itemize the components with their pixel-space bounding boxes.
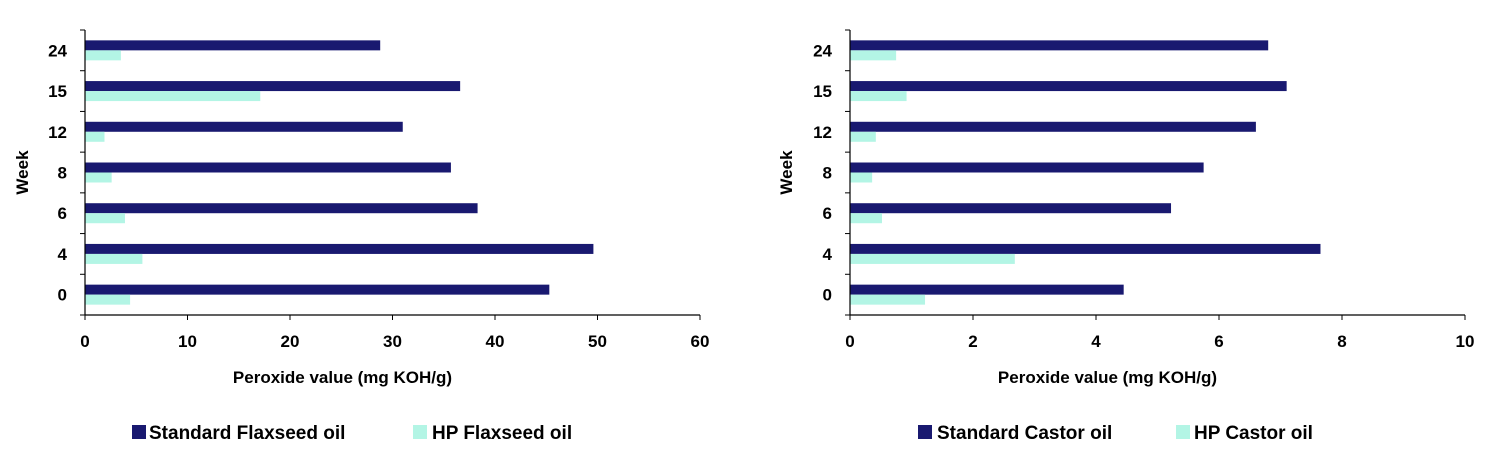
bar-hp-castor-oil-week-4: [850, 253, 1015, 264]
x-tick-label: 20: [281, 332, 300, 351]
x-tick-label: 50: [588, 332, 607, 351]
legend-swatch: [132, 425, 146, 439]
x-tick-label: 6: [1214, 332, 1223, 351]
bar-hp-flaxseed-oil-week-24: [85, 50, 121, 61]
x-tick-label: 10: [178, 332, 197, 351]
y-tick-label: 0: [823, 286, 832, 305]
x-tick-label: 60: [691, 332, 710, 351]
x-tick-label: 10: [1456, 332, 1475, 351]
x-tick-label: 4: [1091, 332, 1101, 351]
x-axis-label: Peroxide value (mg KOH/g): [233, 368, 452, 387]
bar-hp-flaxseed-oil-week-15: [85, 91, 261, 102]
y-tick-label: 12: [48, 123, 67, 142]
bar-standard-castor-oil-week-15: [850, 81, 1287, 92]
y-tick-label: 8: [823, 164, 832, 183]
bar-standard-castor-oil-week-6: [850, 203, 1172, 214]
bar-hp-castor-oil-week-24: [850, 50, 897, 61]
bar-hp-flaxseed-oil-week-0: [85, 294, 131, 305]
legend-swatch: [918, 425, 932, 439]
bar-standard-flaxseed-oil-week-15: [85, 81, 461, 92]
y-tick-label: 6: [823, 204, 832, 223]
legend-swatch: [1176, 425, 1190, 439]
legend-label: Standard Flaxseed oil: [149, 423, 345, 444]
y-tick-label: 24: [813, 41, 832, 60]
bar-hp-flaxseed-oil-week-6: [85, 213, 125, 224]
bar-standard-castor-oil-week-8: [850, 162, 1204, 173]
y-tick-label: 0: [58, 286, 67, 305]
bar-standard-flaxseed-oil-week-24: [85, 40, 381, 51]
legend-label: Standard Castor oil: [937, 423, 1112, 444]
bar-standard-castor-oil-week-0: [850, 284, 1124, 295]
x-tick-label: 8: [1337, 332, 1346, 351]
bar-hp-castor-oil-week-6: [850, 213, 882, 224]
x-tick-label: 0: [80, 332, 89, 351]
bar-standard-castor-oil-week-12: [850, 121, 1256, 132]
legend-swatch: [413, 425, 427, 439]
legend-label: HP Castor oil: [1194, 423, 1313, 444]
y-tick-label: 8: [58, 164, 67, 183]
y-tick-label: 12: [813, 123, 832, 142]
x-tick-label: 30: [383, 332, 402, 351]
x-axis-label: Peroxide value (mg KOH/g): [998, 368, 1217, 387]
y-tick-label: 4: [823, 245, 833, 264]
bar-standard-flaxseed-oil-week-0: [85, 284, 550, 295]
y-tick-label: 6: [58, 204, 67, 223]
x-tick-label: 0: [845, 332, 854, 351]
bar-hp-castor-oil-week-0: [850, 294, 926, 305]
y-tick-label: 24: [48, 41, 67, 60]
bar-hp-flaxseed-oil-week-4: [85, 253, 143, 264]
x-tick-label: 2: [968, 332, 977, 351]
y-tick-label: 15: [48, 82, 67, 101]
bar-hp-flaxseed-oil-week-8: [85, 172, 112, 183]
y-tick-label: 15: [813, 82, 832, 101]
chart-1: 0 4 6 8 12 15 24 0 10 20 30 40 50 60 Peroxide value (m…: [13, 29, 710, 444]
x-tick-label: 40: [486, 332, 505, 351]
legend-label: HP Flaxseed oil: [432, 423, 572, 444]
bar-standard-flaxseed-oil-week-8: [85, 162, 451, 173]
y-tick-label: 4: [58, 245, 68, 264]
y-axis-label: Week: [13, 150, 32, 195]
y-axis-label: Week: [777, 150, 796, 195]
bar-hp-castor-oil-week-8: [850, 172, 873, 183]
bar-standard-castor-oil-week-4: [850, 243, 1321, 254]
bar-standard-flaxseed-oil-week-6: [85, 203, 478, 214]
bar-standard-castor-oil-week-24: [850, 40, 1269, 51]
bar-standard-flaxseed-oil-week-12: [85, 121, 403, 132]
bar-hp-castor-oil-week-15: [850, 91, 907, 102]
bar-standard-flaxseed-oil-week-4: [85, 243, 594, 254]
bar-hp-castor-oil-week-12: [850, 131, 876, 142]
bar-hp-flaxseed-oil-week-12: [85, 131, 105, 142]
